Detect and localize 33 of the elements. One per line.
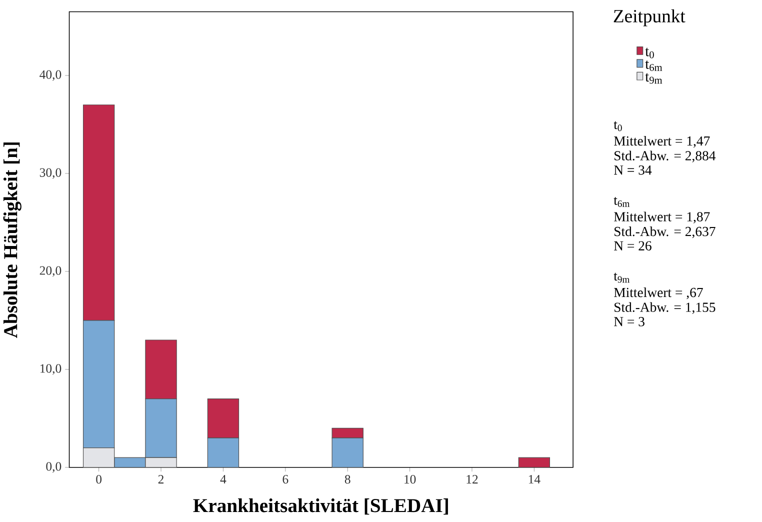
y-axis-title: Absolute Häufigkeit [n] xyxy=(3,142,22,338)
text: Std.-Abw. = 2,637 xyxy=(614,226,716,238)
x-tick-label: 8 xyxy=(344,474,350,484)
y-tick-label: 30,0 xyxy=(40,168,62,178)
legend-label: t$_{0}$ xyxy=(645,48,654,58)
legend-title: Zeitpunkt xyxy=(614,9,686,26)
x-tick-label: 0 xyxy=(96,474,102,484)
text: Mittelwert = 1,47 xyxy=(614,136,710,148)
bar xyxy=(82,447,115,468)
legend-label: t$_{6m}$ xyxy=(645,60,662,71)
text: t$_{6m}$ xyxy=(614,196,630,207)
x-tick-label: 10 xyxy=(404,474,416,484)
y-tick-label: 40,0 xyxy=(40,70,62,80)
x-tick-label: 2 xyxy=(158,474,164,484)
legend-label: t$_{9m}$ xyxy=(645,72,662,84)
x-axis-title: Krankheitsaktivität [SLEDAI] xyxy=(193,498,448,514)
text: t$_{9m}$ xyxy=(614,272,630,282)
text: Mittelwert = ,67 xyxy=(614,287,703,299)
text: Mittelwert = 1,87 xyxy=(614,211,710,224)
x-tick-label: 4 xyxy=(220,474,226,484)
y-tick-label: 20,0 xyxy=(40,266,62,276)
y-tick-label: 0,0 xyxy=(46,462,62,472)
text: Std.-Abw. = 2,884 xyxy=(614,150,716,162)
x-tick-label: 14 xyxy=(528,474,540,484)
x-tick-label: 12 xyxy=(466,474,478,484)
bar xyxy=(518,457,550,468)
x-tick-label: 6 xyxy=(282,474,288,484)
text: N = 26 xyxy=(614,241,652,250)
text: N = 3 xyxy=(614,316,644,326)
text: Std.-Abw. = 1,155 xyxy=(614,302,716,314)
text: t$_{0}$ xyxy=(614,120,622,131)
text: N = 34 xyxy=(614,165,652,174)
y-tick-label: 10,0 xyxy=(40,364,62,374)
